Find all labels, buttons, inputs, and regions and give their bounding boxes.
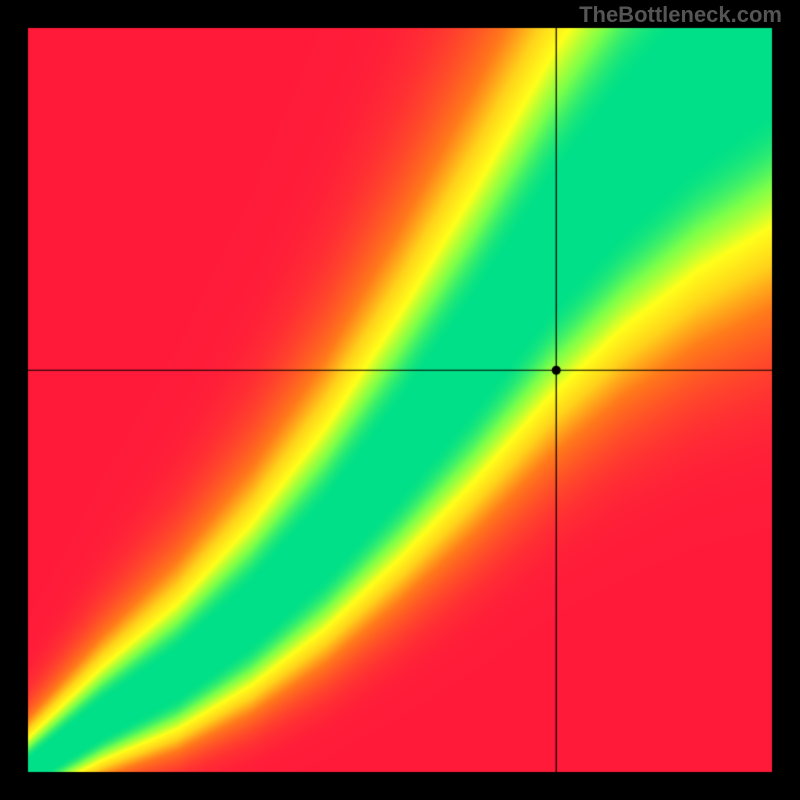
watermark-text: TheBottleneck.com	[579, 2, 782, 28]
bottleneck-heatmap	[0, 0, 800, 800]
chart-container: TheBottleneck.com	[0, 0, 800, 800]
